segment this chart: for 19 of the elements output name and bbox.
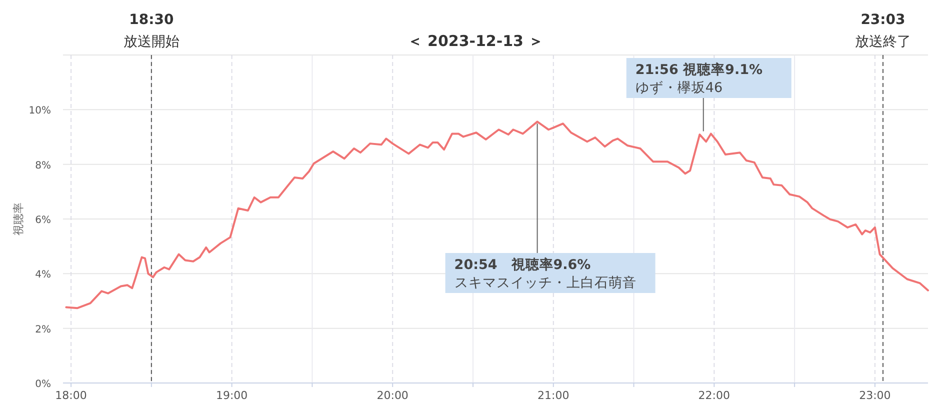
x-tick-label: 22:00 [698, 389, 730, 402]
y-tick-label: 8% [35, 160, 51, 172]
y-tick-label: 4% [35, 270, 51, 281]
chart-title: ＜ 2023-12-13 ＞ [407, 32, 544, 50]
y-tick-label: 0% [35, 379, 51, 390]
y-tick-label: 6% [35, 215, 51, 226]
annotation: 20:54 視聴率9.6% スキマスイッチ・上白石萌音 [454, 256, 636, 291]
annotation: 21:56 視聴率9.1% ゆず・欅坂46 [635, 61, 763, 96]
y-axis-title: 視聴率 [12, 202, 25, 236]
y-tick-label: 2% [35, 324, 51, 336]
x-tick-label: 23:00 [859, 389, 891, 402]
x-tick-label: 20:00 [376, 389, 408, 402]
x-tick-label: 21:00 [538, 389, 570, 402]
ref-line-label: 23:03 放送終了 [854, 12, 911, 50]
ref-line-label: 18:30 放送開始 [123, 12, 180, 50]
x-tick-label: 19:00 [216, 389, 248, 402]
line-series [65, 120, 929, 310]
x-tick-label: 18:00 [55, 389, 87, 402]
y-tick-label: 10% [28, 106, 51, 117]
